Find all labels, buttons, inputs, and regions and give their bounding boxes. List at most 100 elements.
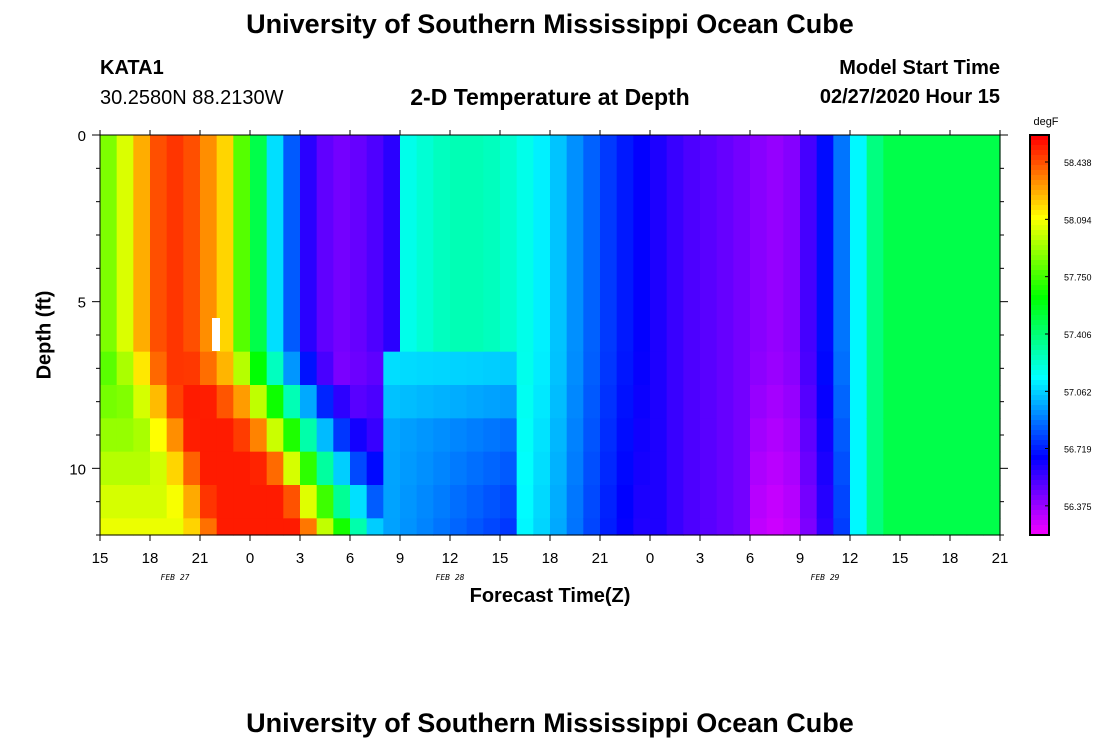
colorbar-swatch [1030, 150, 1049, 156]
heatmap-cell [733, 351, 751, 386]
heatmap-cell [600, 518, 618, 536]
heatmap-cell [166, 485, 184, 519]
heatmap-cell [233, 485, 251, 519]
colorbar-swatch [1030, 345, 1049, 351]
heatmap-cell [133, 451, 151, 486]
heatmap-cell [716, 451, 734, 486]
heatmap-cell [683, 351, 701, 386]
heatmap-cell [366, 485, 384, 519]
colorbar-swatch [1030, 455, 1049, 461]
heatmap-cell [466, 451, 484, 486]
heatmap-cell [683, 518, 701, 536]
heatmap-cell [366, 418, 384, 453]
colorbar-swatch [1030, 200, 1049, 206]
heatmap-cell [633, 135, 651, 353]
heatmap-cell [950, 518, 968, 536]
heatmap-cell [266, 418, 284, 453]
heatmap-cell [766, 135, 784, 353]
heatmap-cell [833, 351, 851, 386]
heatmap-cell [616, 385, 634, 419]
heatmap-cell [733, 451, 751, 486]
heatmap-cell [716, 485, 734, 519]
colorbar-swatch [1030, 420, 1049, 426]
date-label: FEB 29 [811, 573, 840, 582]
heatmap-cell [500, 351, 518, 386]
heatmap-cell [433, 385, 451, 419]
y-tick-label: 0 [78, 128, 86, 145]
colorbar-swatch [1030, 430, 1049, 436]
colorbar-swatch [1030, 315, 1049, 321]
date-label: FEB 27 [161, 573, 190, 582]
heatmap-cell [466, 518, 484, 536]
heatmap-cell [300, 451, 318, 486]
heatmap-cell [733, 485, 751, 519]
heatmap-cell [983, 135, 1001, 353]
colorbar-swatch [1030, 445, 1049, 451]
heatmap-cell [900, 418, 918, 453]
heatmap-cell [450, 351, 468, 386]
heatmap-cell [616, 485, 634, 519]
heatmap-cell [783, 418, 801, 453]
heatmap-cell [766, 485, 784, 519]
heatmap-cell [883, 418, 901, 453]
heatmap-cell [616, 135, 634, 353]
colorbar-swatch [1030, 155, 1049, 161]
heatmap-cell [133, 518, 151, 536]
colorbar-swatch [1030, 265, 1049, 271]
colorbar-swatch [1030, 505, 1049, 511]
x-tick-label: 21 [992, 550, 1009, 567]
heatmap-cell [233, 418, 251, 453]
x-tick-label: 3 [296, 550, 304, 567]
heatmap-cell [633, 485, 651, 519]
heatmap-cell [283, 385, 301, 419]
x-tick-label: 0 [246, 550, 254, 567]
heatmap-cell [566, 418, 584, 453]
heatmap-cell [500, 385, 518, 419]
colorbar-swatch [1030, 500, 1049, 506]
heatmap-cell [733, 518, 751, 536]
heatmap-cell [600, 385, 618, 419]
colorbar-tick-label: 57.750 [1064, 273, 1092, 283]
colorbar-swatch [1030, 280, 1049, 286]
heatmap-cell [950, 418, 968, 453]
heatmap-cell [433, 351, 451, 386]
colorbar-tick-label: 57.062 [1064, 387, 1092, 397]
colorbar-swatch [1030, 305, 1049, 311]
heatmap-cell [816, 485, 834, 519]
heatmap-cell [200, 451, 218, 486]
heatmap-cell [366, 518, 384, 536]
heatmap-cell [233, 451, 251, 486]
heatmap-cell [516, 518, 534, 536]
colorbar-swatch [1030, 210, 1049, 216]
x-tick-label: 6 [746, 550, 754, 567]
heatmap-cell [900, 351, 918, 386]
heatmap-cell [116, 518, 134, 536]
heatmap-cell [216, 518, 234, 536]
heatmap-cell [200, 385, 218, 419]
heatmap-cell [933, 135, 951, 353]
heatmap-cell [883, 385, 901, 419]
heatmap-cell [566, 135, 584, 353]
heatmap-cell [750, 418, 768, 453]
heatmap-cell [316, 518, 334, 536]
heatmap-cell [750, 518, 768, 536]
heatmap-cell [650, 485, 668, 519]
heatmap-cell [900, 385, 918, 419]
heatmap-cell [566, 451, 584, 486]
heatmap-cell [133, 351, 151, 386]
heatmap-cell [366, 451, 384, 486]
heatmap-cell [900, 135, 918, 353]
heatmap-cell [116, 451, 134, 486]
heatmap-cell [900, 518, 918, 536]
heatmap-cell [250, 418, 268, 453]
colorbar-swatch [1030, 520, 1049, 526]
colorbar-tick-label: 57.406 [1064, 330, 1092, 340]
heatmap-cell [150, 485, 168, 519]
x-tick-label: 12 [842, 550, 859, 567]
heatmap-cell [383, 418, 401, 453]
heatmap-cell [333, 418, 351, 453]
heatmap-cell [350, 518, 368, 536]
heatmap-cell [233, 385, 251, 419]
heatmap-cell [500, 418, 518, 453]
heatmap-cell [100, 351, 118, 386]
